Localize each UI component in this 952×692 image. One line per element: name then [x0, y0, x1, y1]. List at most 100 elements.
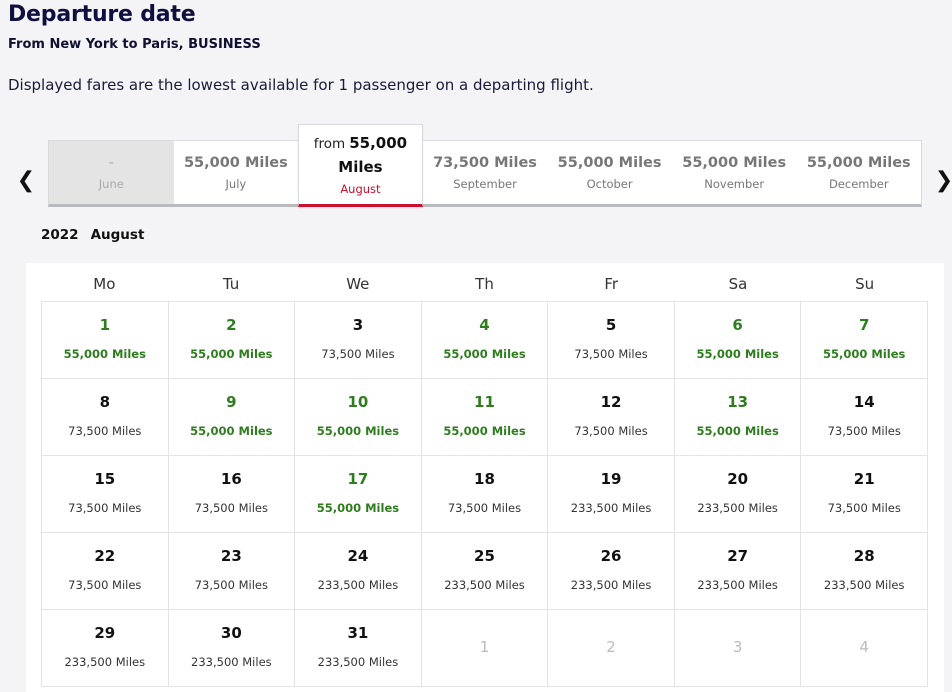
calendar-day[interactable]: 8 73,500 Miles	[42, 379, 169, 456]
calendar-day[interactable]: 5 73,500 Miles	[548, 302, 675, 379]
day-fare: 233,500 Miles	[317, 578, 399, 592]
day-fare: 55,000 Miles	[190, 424, 273, 438]
day-fare: 233,500 Miles	[570, 501, 652, 515]
month-name: August	[340, 181, 381, 196]
calendar-day[interactable]: 27 233,500 Miles	[674, 533, 802, 610]
month-price: -	[108, 154, 114, 171]
calendar-day[interactable]: 1 55,000 Miles	[42, 302, 169, 379]
day-number: 23	[220, 547, 242, 565]
day-fare: 233,500 Miles	[64, 655, 146, 669]
month-tab-july[interactable]: 55,000 Miles July	[174, 141, 299, 204]
calendar-day[interactable]: 2 55,000 Miles	[168, 302, 296, 379]
calendar-day-outside: 1	[421, 610, 549, 687]
calendar-day-outside: 4	[801, 610, 928, 687]
calendar-day[interactable]: 4 55,000 Miles	[421, 302, 549, 379]
weekday-label: Fr	[604, 275, 619, 293]
day-number: 4	[479, 316, 490, 334]
day-fare: 55,000 Miles	[190, 347, 273, 361]
calendar-day[interactable]: 12 73,500 Miles	[548, 379, 675, 456]
calendar-day[interactable]: 7 55,000 Miles	[801, 302, 928, 379]
day-number: 4	[859, 638, 869, 656]
calendar-day[interactable]: 19 233,500 Miles	[548, 456, 675, 533]
calendar-day[interactable]: 17 55,000 Miles	[295, 456, 422, 533]
from-value: 55,000	[349, 133, 408, 152]
day-fare: 73,500 Miles	[574, 347, 648, 361]
month-name: October	[586, 176, 633, 191]
day-number: 2	[606, 638, 616, 656]
calendar-day[interactable]: 26 233,500 Miles	[548, 533, 675, 610]
day-fare: 55,000 Miles	[823, 347, 906, 361]
calendar-day[interactable]: 24 233,500 Miles	[295, 533, 422, 610]
day-fare: 73,500 Miles	[447, 501, 522, 515]
calendar-day[interactable]: 9 55,000 Miles	[168, 379, 296, 456]
month-price: 55,000 Miles	[557, 154, 662, 171]
month-tab-august[interactable]: from 55,000 Miles August	[298, 124, 423, 207]
calendar-day[interactable]: 14 73,500 Miles	[801, 379, 928, 456]
month-selector: - June 55,000 Miles July from 55,000 Mile…	[48, 124, 922, 207]
month-price: 55,000 Miles	[806, 154, 911, 171]
calendar-day[interactable]: 20 233,500 Miles	[674, 456, 802, 533]
weekday-label: Th	[475, 275, 494, 293]
calendar-day[interactable]: 6 55,000 Miles	[674, 302, 802, 379]
day-number: 2	[226, 316, 237, 334]
calendar-day[interactable]: 31 233,500 Miles	[295, 610, 422, 687]
day-number: 17	[347, 470, 369, 488]
day-number: 14	[853, 393, 875, 411]
day-number: 30	[220, 624, 242, 642]
calendar-day[interactable]: 11 55,000 Miles	[421, 379, 549, 456]
calendar-day[interactable]: 16 73,500 Miles	[168, 456, 296, 533]
month-name: June	[98, 176, 124, 191]
calendar: Mo Tu We Th Fr Sa Su 1 55,000 Miles 2 55,00…	[26, 263, 944, 692]
day-number: 28	[853, 547, 875, 565]
day-number: 7	[858, 316, 870, 334]
day-number: 25	[474, 547, 495, 565]
day-fare: 233,500 Miles	[191, 655, 272, 669]
day-number: 9	[226, 393, 237, 411]
day-fare: 233,500 Miles	[317, 655, 399, 669]
day-number: 13	[727, 393, 749, 411]
weekday-label: We	[346, 275, 370, 293]
month-tab-november[interactable]: 55,000 Miles November	[672, 141, 797, 204]
calendar-day[interactable]: 15 73,500 Miles	[42, 456, 169, 533]
calendar-day[interactable]: 28 233,500 Miles	[801, 533, 928, 610]
day-number: 10	[347, 393, 369, 411]
month-price: 55,000 Miles	[682, 154, 787, 171]
calendar-day[interactable]: 23 73,500 Miles	[168, 533, 296, 610]
day-fare: 233,500 Miles	[823, 578, 905, 592]
chevron-right-icon[interactable]: ❯	[934, 167, 952, 193]
day-fare: 73,500 Miles	[827, 501, 901, 515]
day-fare: 73,500 Miles	[574, 424, 648, 438]
route-subtitle: From New York to Paris, BUSINESS	[8, 37, 261, 52]
calendar-month: August	[90, 227, 145, 243]
month-tab-september[interactable]: 73,500 Miles September	[423, 141, 548, 204]
calendar-day[interactable]: 13 55,000 Miles	[674, 379, 802, 456]
day-number: 3	[352, 316, 364, 334]
day-fare: 55,000 Miles	[316, 501, 400, 515]
fare-note: Displayed fares are the lowest available…	[8, 76, 594, 94]
day-fare: 55,000 Miles	[443, 347, 526, 361]
day-number: 31	[347, 624, 369, 642]
day-number: 27	[727, 547, 749, 565]
day-number: 1	[99, 316, 110, 334]
calendar-day[interactable]: 18 73,500 Miles	[421, 456, 549, 533]
calendar-day[interactable]: 25 233,500 Miles	[421, 533, 549, 610]
day-fare: 55,000 Miles	[696, 347, 779, 361]
calendar-day[interactable]: 21 73,500 Miles	[801, 456, 928, 533]
day-fare: 73,500 Miles	[68, 578, 142, 592]
calendar-day[interactable]: 10 55,000 Miles	[295, 379, 422, 456]
calendar-day[interactable]: 29 233,500 Miles	[42, 610, 169, 687]
month-tab-october[interactable]: 55,000 Miles October	[547, 141, 672, 204]
day-fare: 55,000 Miles	[443, 424, 526, 438]
month-tab-december[interactable]: 55,000 Miles December	[796, 141, 921, 204]
day-number: 12	[600, 393, 622, 411]
day-number: 24	[347, 547, 369, 565]
calendar-heading: 2022 August	[41, 227, 156, 243]
day-number: 6	[732, 316, 743, 334]
day-number: 26	[600, 547, 622, 565]
weekday-label: Tu	[222, 275, 240, 293]
chevron-left-icon[interactable]: ❮	[16, 167, 36, 193]
calendar-year: 2022	[41, 227, 79, 243]
calendar-day[interactable]: 30 233,500 Miles	[168, 610, 296, 687]
calendar-day[interactable]: 22 73,500 Miles	[42, 533, 169, 610]
calendar-day[interactable]: 3 73,500 Miles	[295, 302, 422, 379]
